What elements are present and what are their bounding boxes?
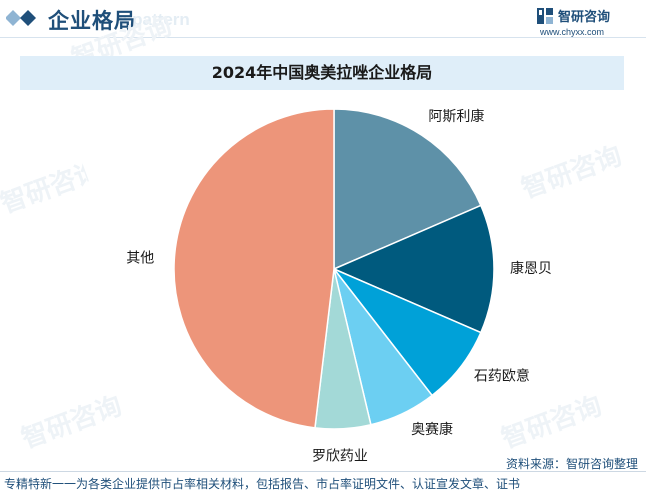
- slice-label-2: 康恩贝: [510, 260, 552, 277]
- slice-label-3: 石药欧意: [474, 367, 530, 384]
- slice-label-1: 阿斯利康: [428, 108, 484, 125]
- diamond-icons: [6, 10, 36, 26]
- slice-label-6: 其他: [126, 251, 154, 267]
- brand-name: 智研咨询: [558, 10, 611, 25]
- page-header: e pattern 企业格局: [0, 0, 646, 44]
- chart-title-bar: 2024年中国奥美拉唑企业格局: [20, 56, 624, 90]
- pie-slice-2: [332, 204, 495, 334]
- header-divider: [0, 37, 646, 38]
- source-note: 资料来源：智研咨询整理: [505, 457, 638, 471]
- page-title: 企业格局: [48, 9, 136, 33]
- slice-label-5: 罗欣药业: [312, 449, 368, 465]
- pie-slice-6: [173, 108, 335, 429]
- slice-label-4: 奥赛康: [411, 421, 453, 438]
- footer-tagline: 专精特新一一为各类企业提供市占率相关材料，包括报告、市占率证明文件、认证宣发文章…: [4, 477, 521, 491]
- brand-url: www.chyxx.com: [540, 27, 605, 37]
- brand-logo: 智研咨询 www.chyxx.com: [536, 6, 636, 42]
- pie-slice-1: [333, 108, 482, 271]
- footer-divider: [0, 471, 646, 472]
- logo-icon: [537, 8, 553, 24]
- chart-title: 2024年中国奥美拉唑企业格局: [211, 63, 433, 82]
- header-ghost-text: e pattern: [118, 10, 190, 29]
